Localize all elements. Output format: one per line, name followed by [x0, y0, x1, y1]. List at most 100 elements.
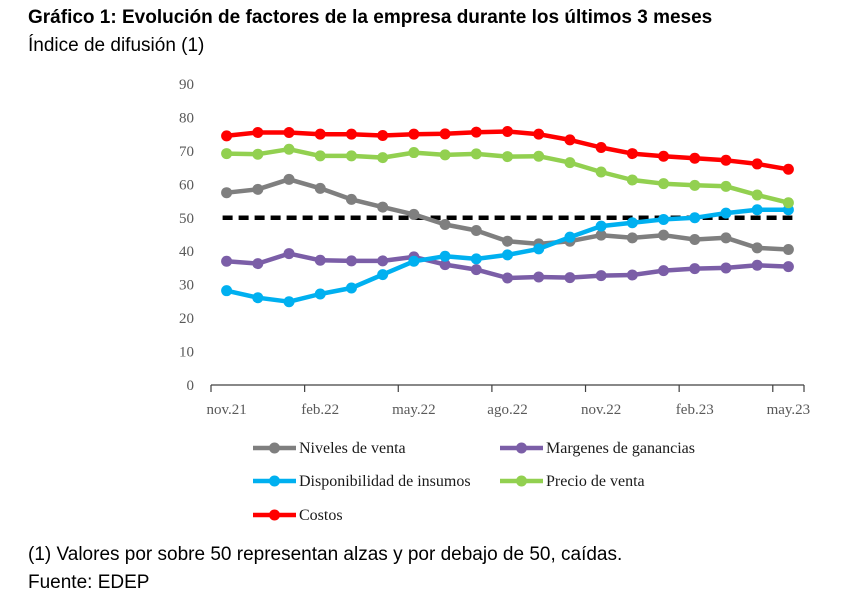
- y-tick-label: 10: [179, 345, 194, 361]
- data-point: [658, 265, 670, 277]
- data-point: [782, 244, 794, 256]
- data-point: [782, 163, 794, 175]
- data-point: [283, 248, 295, 260]
- y-tick-label: 40: [179, 244, 194, 260]
- data-point: [502, 249, 513, 261]
- data-point: [439, 218, 451, 230]
- legend-swatch-marker: [516, 475, 527, 487]
- y-tick-label: 20: [179, 311, 194, 327]
- chart-subtitle: Índice de difusión (1): [28, 35, 205, 56]
- chart-title: Gráfico 1: Evolución de factores de la e…: [28, 7, 713, 28]
- footnote: (1) Valores por sobre 50 representan alz…: [28, 544, 623, 565]
- y-tick-label: 30: [179, 278, 194, 294]
- data-point: [439, 128, 451, 140]
- data-point: [470, 253, 482, 265]
- data-point: [533, 128, 545, 140]
- data-point: [502, 235, 513, 247]
- data-point: [470, 264, 482, 276]
- data-point: [408, 128, 420, 140]
- data-point: [720, 232, 732, 244]
- data-point: [751, 189, 763, 201]
- x-tick-label: feb.23: [676, 402, 714, 418]
- data-point: [502, 151, 513, 163]
- y-tick-label: 80: [179, 110, 194, 126]
- data-point: [252, 126, 264, 138]
- legend-label: Margenes de ganancias: [546, 440, 695, 457]
- data-point: [283, 296, 295, 308]
- data-point: [502, 125, 513, 137]
- series-1: [221, 248, 794, 284]
- legend-label: Disponibilidad de insumos: [299, 473, 471, 490]
- legend-swatch-marker: [269, 442, 280, 454]
- data-point: [533, 243, 545, 255]
- series-0: [221, 173, 794, 256]
- y-tick-label: 0: [187, 378, 195, 394]
- data-point: [408, 255, 420, 267]
- y-axis: 0 10 20 30 40 50 60 70 80 90: [179, 77, 194, 394]
- data-point: [782, 197, 794, 209]
- legend-label: Costos: [299, 507, 343, 524]
- data-point: [658, 229, 670, 241]
- data-point: [720, 207, 732, 219]
- legend-swatch-marker: [269, 509, 280, 521]
- data-point: [345, 193, 357, 205]
- data-point: [595, 270, 607, 282]
- series-group: [221, 125, 794, 308]
- data-point: [314, 182, 326, 194]
- data-point: [345, 150, 357, 162]
- series-line: [226, 129, 789, 172]
- x-tick-label: nov.22: [581, 402, 621, 418]
- data-point: [658, 150, 670, 162]
- data-point: [252, 148, 264, 160]
- data-point: [439, 259, 451, 271]
- data-point: [252, 292, 264, 304]
- data-point: [345, 128, 357, 140]
- series-3: [221, 143, 794, 209]
- y-tick-label: 70: [179, 144, 194, 160]
- x-tick-label: ago.22: [487, 402, 527, 418]
- data-point: [439, 250, 451, 262]
- series-4: [221, 125, 794, 175]
- data-point: [533, 150, 545, 162]
- legend-item: Costos: [253, 507, 343, 524]
- data-point: [595, 220, 607, 232]
- data-point: [564, 134, 576, 146]
- data-point: [658, 213, 670, 225]
- data-point: [283, 126, 295, 138]
- data-point: [252, 183, 264, 195]
- x-tick-label: may.23: [767, 402, 811, 418]
- legend-item: Disponibilidad de insumos: [253, 473, 471, 490]
- data-point: [720, 262, 732, 274]
- legend-label: Precio de venta: [546, 473, 645, 490]
- data-point: [345, 282, 357, 294]
- data-point: [377, 201, 389, 213]
- data-point: [377, 255, 389, 267]
- data-point: [782, 261, 794, 273]
- x-axis: nov.21 feb.22 may.22 ago.22 nov.22 feb.23 may.…: [206, 384, 811, 418]
- data-point: [314, 128, 326, 140]
- y-tick-label: 60: [179, 177, 194, 193]
- data-point: [470, 148, 482, 160]
- legend-item: Margenes de ganancias: [500, 440, 695, 457]
- data-point: [689, 234, 701, 246]
- data-point: [314, 254, 326, 266]
- legend-swatch-marker: [269, 475, 280, 487]
- data-point: [626, 148, 638, 160]
- data-point: [626, 217, 638, 229]
- data-point: [751, 242, 763, 254]
- x-tick-label: nov.21: [206, 402, 246, 418]
- x-tick-label: feb.22: [301, 402, 339, 418]
- data-point: [377, 130, 389, 142]
- line-chart: 0 10 20 30 40 50 60 70 80 90 nov.21 feb.22 may.22 ag…: [179, 77, 811, 524]
- data-point: [221, 255, 233, 267]
- data-point: [595, 142, 607, 154]
- data-point: [626, 174, 638, 186]
- data-point: [751, 158, 763, 170]
- data-point: [564, 272, 576, 284]
- data-point: [283, 143, 295, 155]
- data-point: [626, 269, 638, 281]
- data-point: [689, 152, 701, 164]
- data-point: [689, 263, 701, 275]
- legend-item: Precio de venta: [500, 473, 645, 490]
- source-note: Fuente: EDEP: [28, 572, 150, 593]
